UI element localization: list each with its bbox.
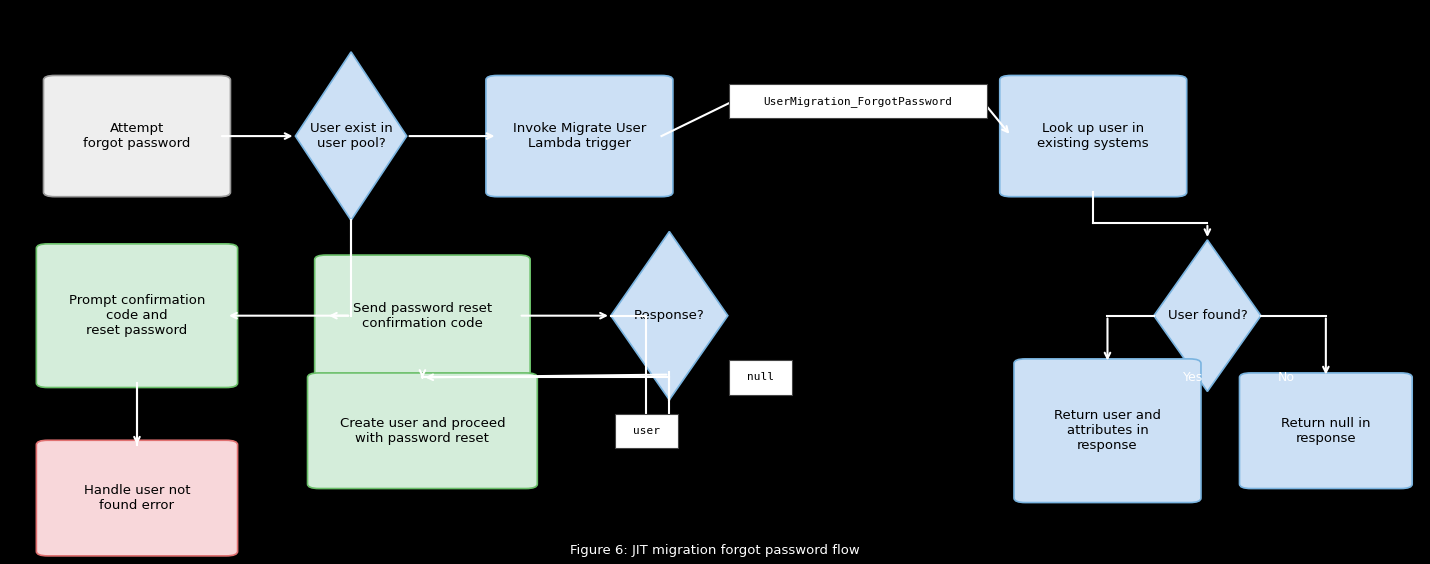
FancyBboxPatch shape	[36, 440, 237, 556]
Text: Response?: Response?	[633, 309, 705, 322]
FancyBboxPatch shape	[615, 413, 678, 448]
FancyBboxPatch shape	[307, 373, 538, 488]
Text: No: No	[1277, 371, 1294, 384]
Polygon shape	[296, 52, 406, 221]
FancyBboxPatch shape	[1014, 359, 1201, 503]
Text: Return null in
response: Return null in response	[1281, 417, 1370, 445]
FancyBboxPatch shape	[1240, 373, 1413, 488]
FancyBboxPatch shape	[1000, 76, 1187, 197]
Text: Attempt
forgot password: Attempt forgot password	[83, 122, 190, 150]
Text: Handle user not
found error: Handle user not found error	[84, 484, 190, 512]
FancyBboxPatch shape	[729, 360, 792, 395]
Text: UserMigration_ForgotPassword: UserMigration_ForgotPassword	[764, 96, 952, 107]
FancyBboxPatch shape	[728, 84, 987, 118]
Polygon shape	[611, 231, 728, 400]
Text: Yes: Yes	[1183, 371, 1203, 384]
FancyBboxPatch shape	[36, 244, 237, 387]
Polygon shape	[1154, 240, 1261, 391]
Text: Send password reset
confirmation code: Send password reset confirmation code	[353, 302, 492, 330]
Text: user: user	[633, 426, 661, 436]
FancyBboxPatch shape	[315, 255, 531, 376]
FancyBboxPatch shape	[43, 76, 230, 197]
Text: User exist in
user pool?: User exist in user pool?	[310, 122, 392, 150]
Text: Figure 6: JIT migration forgot password flow: Figure 6: JIT migration forgot password …	[571, 544, 859, 557]
Text: Prompt confirmation
code and
reset password: Prompt confirmation code and reset passw…	[69, 294, 204, 337]
Text: Create user and proceed
with password reset: Create user and proceed with password re…	[339, 417, 505, 445]
Text: null: null	[746, 372, 774, 382]
FancyBboxPatch shape	[486, 76, 674, 197]
Text: Invoke Migrate User
Lambda trigger: Invoke Migrate User Lambda trigger	[513, 122, 646, 150]
Text: User found?: User found?	[1167, 309, 1247, 322]
Text: Return user and
attributes in
response: Return user and attributes in response	[1054, 409, 1161, 452]
Text: Look up user in
existing systems: Look up user in existing systems	[1037, 122, 1150, 150]
